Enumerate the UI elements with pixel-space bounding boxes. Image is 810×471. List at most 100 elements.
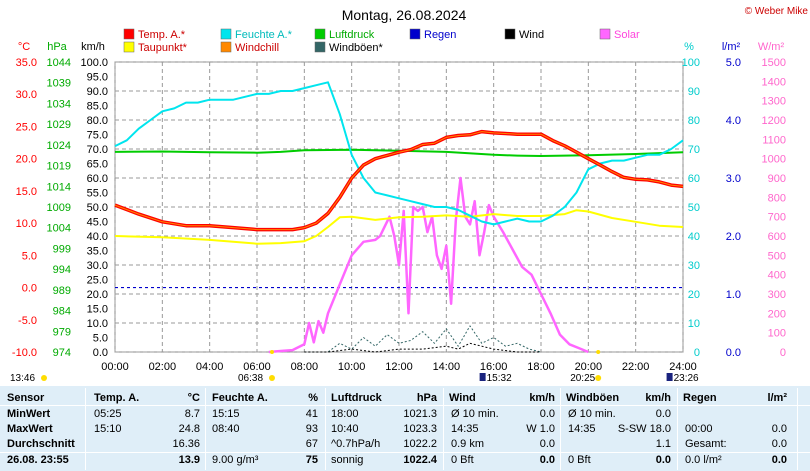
table-cell: 16.36 bbox=[172, 438, 200, 450]
table-cell: 15:10 bbox=[94, 423, 122, 435]
tick-label-solar: 1500 bbox=[762, 57, 786, 69]
table-cell: 24.8 bbox=[178, 423, 200, 435]
table-cell: 1023.3 bbox=[403, 423, 437, 435]
tick-label-pressure: 994 bbox=[53, 264, 71, 276]
tick-label-pressure: 979 bbox=[53, 326, 71, 338]
table-cell: 0.0 bbox=[655, 454, 671, 466]
table-cell: Ø 10 min. bbox=[568, 408, 616, 420]
legend-swatch bbox=[504, 28, 516, 40]
tick-label-solar: 100 bbox=[768, 328, 786, 340]
sunrise-icon bbox=[268, 375, 275, 381]
tick-label-pressure: 1039 bbox=[47, 78, 71, 90]
moonset-icon bbox=[666, 373, 673, 381]
statistics-table: Sensor Temp. A. °C Feuchte A.% Luftdruck hPa W… bbox=[0, 386, 810, 471]
legend-swatch bbox=[314, 28, 326, 40]
tick-label-wind: 95.0 bbox=[87, 72, 108, 84]
legend-swatch bbox=[123, 28, 135, 40]
marker-label: 13:46 bbox=[10, 373, 35, 384]
legend-label: Solar bbox=[614, 29, 640, 41]
table-cell: 75 bbox=[305, 454, 318, 466]
table-row-label: 26.08. 23:55 bbox=[7, 454, 69, 466]
tick-label-rain: 0.0 bbox=[726, 347, 741, 359]
copyright-text: © Weber Mike bbox=[745, 6, 809, 17]
table-cell: 14:35 bbox=[568, 423, 596, 435]
series-line-solar bbox=[268, 176, 589, 354]
unit-label-pressure: hPa bbox=[47, 41, 67, 53]
tick-label-wind: 55.0 bbox=[87, 188, 108, 200]
tick-label-wind: 100.0 bbox=[80, 57, 108, 69]
x-tick-label: 20:00 bbox=[575, 361, 603, 373]
tick-label-wind: 0.0 bbox=[93, 347, 108, 359]
table-cell: 93 bbox=[305, 423, 318, 435]
sun-moon-markers: 13:46 06:38 20:25 15:32 23:26 bbox=[10, 350, 699, 384]
table-cell: 0.0 bbox=[539, 408, 555, 420]
x-tick-label: 24:00 bbox=[669, 361, 697, 373]
tick-label-wind: 80.0 bbox=[87, 115, 108, 127]
tick-label-humidity: 60 bbox=[688, 173, 700, 185]
table-cell: 14:35 bbox=[451, 423, 479, 435]
weather-chart: 35.0 30.0 25.0 20.0 15.0 10.0 5.0 0.0 -5.0 -10.0 °… bbox=[10, 6, 809, 384]
tick-label-solar: 1200 bbox=[762, 115, 786, 127]
tick-label-solar: 1100 bbox=[762, 134, 786, 146]
table-header: Temp. A. bbox=[94, 392, 140, 404]
tick-label-pressure: 974 bbox=[53, 347, 71, 359]
legend-label: Taupunkt* bbox=[138, 42, 188, 54]
legend-label: Feuchte A.* bbox=[235, 29, 293, 41]
tick-label-wind: 85.0 bbox=[87, 101, 108, 113]
unit-label-solar: W/m² bbox=[758, 41, 785, 53]
table-header: Sensor bbox=[7, 392, 45, 404]
tick-label-humidity: 70 bbox=[688, 144, 700, 156]
tick-label-pressure: 1029 bbox=[47, 119, 71, 131]
tick-label-temp: -5.0 bbox=[18, 315, 37, 327]
tick-label-wind: 25.0 bbox=[87, 275, 108, 287]
legend-label: Luftdruck bbox=[329, 29, 375, 41]
table-cell: 1.1 bbox=[655, 438, 671, 450]
unit-label-humidity: % bbox=[684, 41, 694, 53]
series-line-feuchtea bbox=[114, 81, 684, 226]
tick-label-solar: 1300 bbox=[762, 96, 786, 108]
table-cell: 00:00 bbox=[685, 423, 713, 435]
legend-swatch bbox=[314, 41, 326, 53]
tick-label-wind: 90.0 bbox=[87, 86, 108, 98]
tick-label-rain: 2.0 bbox=[726, 231, 741, 243]
tick-label-wind: 40.0 bbox=[87, 231, 108, 243]
table-cell: Ø 10 min. bbox=[451, 408, 499, 420]
unit-label-wind: km/h bbox=[81, 41, 105, 53]
table-cell: 0.0 bbox=[771, 454, 787, 466]
table-row-label: Durchschnitt bbox=[7, 438, 75, 450]
table-cell: 41 bbox=[305, 408, 318, 420]
table-header: km/h bbox=[529, 392, 555, 404]
legend-swatch bbox=[409, 28, 421, 40]
tick-label-rain: 4.0 bbox=[726, 115, 741, 127]
series-line-taupunkt bbox=[114, 209, 684, 245]
tick-label-wind: 70.0 bbox=[87, 144, 108, 156]
marker-label: 15:32 bbox=[487, 373, 512, 384]
table-cell: 1022.4 bbox=[403, 454, 437, 466]
x-tick-label: 12:00 bbox=[385, 361, 413, 373]
tick-label-solar: 200 bbox=[768, 308, 786, 320]
column-divider bbox=[560, 388, 561, 470]
tick-label-wind: 60.0 bbox=[87, 173, 108, 185]
unit-label-temp: °C bbox=[18, 41, 30, 53]
table-header: Windböen bbox=[566, 392, 620, 404]
series-line-wind bbox=[304, 342, 541, 353]
marker-label: 06:38 bbox=[238, 373, 263, 384]
sunrise-dot-icon bbox=[269, 350, 274, 354]
table-cell: 9.00 g/m³ bbox=[212, 454, 259, 466]
legend-label: Windböen* bbox=[329, 42, 384, 54]
tick-label-rain: 3.0 bbox=[726, 173, 741, 185]
legend-label: Wind bbox=[519, 29, 544, 41]
legend-swatch bbox=[220, 41, 232, 53]
sunset-dot-icon bbox=[596, 350, 601, 354]
tick-label-humidity: 90 bbox=[688, 86, 700, 98]
table-header: hPa bbox=[416, 392, 437, 404]
tick-label-humidity: 30 bbox=[688, 260, 700, 272]
series-line-windchill bbox=[114, 131, 684, 231]
table-cell: 0.0 bbox=[771, 438, 787, 450]
column-divider bbox=[443, 388, 444, 470]
column-divider bbox=[205, 388, 206, 470]
tick-label-wind: 30.0 bbox=[87, 260, 108, 272]
table-cell: ^0.7hPa/h bbox=[331, 438, 381, 450]
tick-label-solar: 700 bbox=[768, 212, 786, 224]
tick-label-solar: 1000 bbox=[762, 154, 786, 166]
